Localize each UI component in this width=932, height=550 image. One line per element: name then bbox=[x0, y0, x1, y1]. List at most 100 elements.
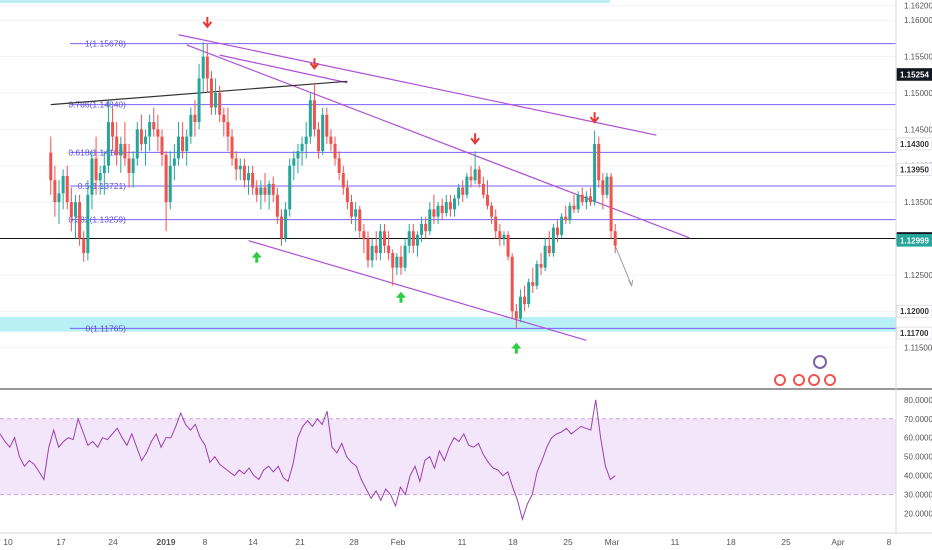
date-tick-label: 24 bbox=[108, 537, 118, 547]
event-icon[interactable] bbox=[808, 374, 820, 386]
candle-body bbox=[403, 245, 407, 268]
candle-body bbox=[218, 92, 222, 115]
rsi-tick-label: 60.0000 bbox=[904, 434, 932, 443]
signal-arrows bbox=[202, 16, 600, 354]
candle-body bbox=[238, 165, 242, 170]
fib-level-label: 0.382(1.13259) bbox=[68, 215, 126, 225]
candle-body bbox=[350, 202, 354, 217]
candle-body bbox=[420, 223, 424, 235]
date-tick-label: 14 bbox=[248, 537, 258, 547]
candle-body bbox=[292, 158, 296, 166]
candle-body bbox=[407, 231, 411, 246]
candle-body bbox=[485, 194, 489, 206]
candle-body bbox=[135, 129, 139, 159]
candle-body bbox=[494, 216, 498, 232]
candle-body bbox=[502, 234, 506, 239]
rsi-band bbox=[0, 418, 896, 495]
candle-body bbox=[271, 183, 275, 195]
candle-body bbox=[391, 253, 395, 268]
rsi-tick-label: 70.0000 bbox=[904, 415, 932, 424]
candle-body bbox=[415, 234, 419, 246]
candle-body bbox=[242, 165, 246, 181]
date-tick-label: Mar bbox=[605, 537, 620, 547]
candle-body bbox=[160, 136, 164, 155]
economic-event-icons[interactable] bbox=[774, 355, 836, 386]
price-badge-label: 1.11700 bbox=[900, 329, 929, 338]
candle-body bbox=[477, 169, 481, 184]
price-tick-label: 1.13500 bbox=[904, 198, 932, 207]
trendline bbox=[186, 44, 690, 239]
price-badge-label: 1.15254 bbox=[900, 70, 929, 79]
candle-body bbox=[432, 209, 436, 217]
price-tick-label: 1.16200 bbox=[904, 2, 932, 11]
event-icon[interactable] bbox=[774, 374, 786, 386]
candle-body bbox=[172, 158, 176, 166]
event-icon[interactable] bbox=[793, 374, 805, 386]
candle-body bbox=[209, 78, 213, 108]
candle-body bbox=[300, 143, 304, 152]
candle-body bbox=[453, 198, 457, 210]
candle-body bbox=[152, 122, 156, 130]
candle-body bbox=[259, 187, 263, 195]
candle-body bbox=[123, 143, 127, 159]
down-arrow-icon bbox=[309, 58, 320, 70]
fib-level-label: 1(1.15678) bbox=[85, 39, 126, 49]
event-icon[interactable] bbox=[813, 355, 827, 369]
date-tick-label: 17 bbox=[56, 537, 66, 547]
price-badge bbox=[896, 234, 932, 247]
candle-body bbox=[473, 169, 477, 181]
candle-body bbox=[609, 176, 613, 232]
candle-body bbox=[576, 194, 580, 210]
candle-body bbox=[321, 114, 325, 152]
candle-body bbox=[370, 245, 374, 261]
candle-body bbox=[584, 196, 588, 203]
date-tick-label: 21 bbox=[295, 537, 305, 547]
trendlines bbox=[50, 34, 690, 341]
candle-body bbox=[333, 143, 337, 159]
candle-body bbox=[193, 114, 197, 123]
candle-body bbox=[90, 158, 94, 195]
candle-body bbox=[325, 114, 329, 137]
candle-body bbox=[288, 165, 292, 210]
fib-level-label: 0.618(1.14183) bbox=[68, 147, 126, 157]
candle-body bbox=[345, 187, 349, 203]
trendline bbox=[248, 240, 587, 341]
candlesticks bbox=[49, 42, 617, 329]
date-tick-label: 8 bbox=[203, 537, 208, 547]
date-tick-label: 18 bbox=[726, 537, 736, 547]
candle-body bbox=[148, 122, 152, 137]
candle-body bbox=[61, 175, 65, 194]
price-badge-label: 1.13950 bbox=[900, 165, 929, 174]
candle-body bbox=[564, 216, 568, 221]
candle-body bbox=[69, 202, 73, 217]
candle-body bbox=[440, 205, 444, 214]
candle-body bbox=[201, 56, 205, 79]
candle-body bbox=[102, 165, 106, 173]
candle-body bbox=[560, 216, 564, 235]
fib-level-label: 0(1.11765) bbox=[86, 323, 127, 333]
candle-body bbox=[106, 122, 110, 166]
down-arrow-icon bbox=[202, 16, 213, 29]
candle-body bbox=[436, 205, 440, 217]
candle-body bbox=[189, 114, 193, 137]
candle-body bbox=[354, 209, 358, 217]
candle-body bbox=[296, 151, 300, 159]
candle-body bbox=[547, 245, 551, 254]
candle-body bbox=[119, 143, 123, 155]
trendline bbox=[219, 54, 348, 84]
event-icon[interactable] bbox=[824, 374, 836, 386]
candle-body bbox=[514, 311, 518, 319]
up-arrow-icon bbox=[251, 251, 262, 263]
fibonacci-levels: 1(1.15678) 0.786(1.14840) 0.618(1.14183) 0.… bbox=[0, 39, 896, 333]
candle-body bbox=[387, 245, 391, 254]
price-tick-label: 1.15500 bbox=[904, 53, 932, 62]
projection-arrowhead bbox=[628, 279, 634, 288]
candle-body bbox=[556, 227, 560, 235]
candle-body bbox=[185, 136, 189, 152]
price-badge bbox=[896, 137, 932, 151]
candle-body bbox=[490, 205, 494, 217]
candle-body bbox=[362, 231, 366, 239]
rsi-pane bbox=[0, 399, 896, 522]
date-tick-label: Apr bbox=[831, 537, 844, 547]
